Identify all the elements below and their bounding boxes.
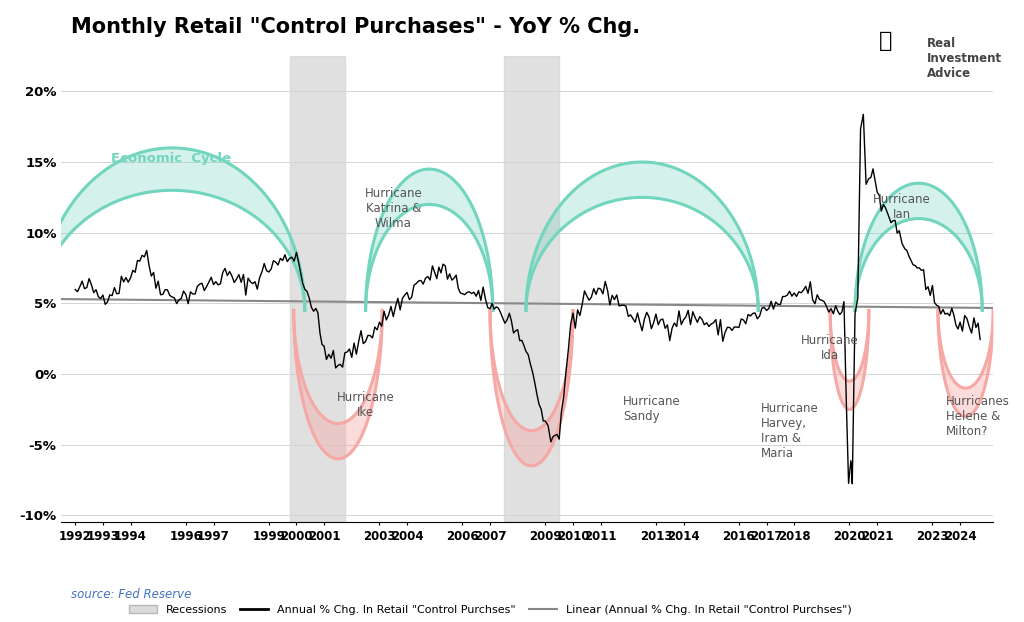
Bar: [290, 56, 345, 522]
Text: Hurricanes
Helene &
Milton?: Hurricanes Helene & Milton?: [946, 395, 1010, 439]
Text: Economic  Cycle: Economic Cycle: [112, 152, 231, 165]
Legend: Recessions, Annual % Chg. In Retail "Control Purchses", Linear (Annual % Chg. In: Recessions, Annual % Chg. In Retail "Con…: [125, 601, 856, 620]
Text: 🦅: 🦅: [879, 31, 893, 51]
Text: Hurricane
Katrina &
Wilma: Hurricane Katrina & Wilma: [365, 187, 422, 230]
Text: Hurricane
Ike: Hurricane Ike: [337, 391, 394, 419]
Text: Monthly Retail "Control Purchases" - YoY % Chg.: Monthly Retail "Control Purchases" - YoY…: [71, 17, 640, 37]
Text: source: Fed Reserve: source: Fed Reserve: [71, 588, 191, 601]
Text: Hurricane
Ida: Hurricane Ida: [801, 335, 859, 363]
Text: Hurricane
Sandy: Hurricane Sandy: [623, 395, 681, 423]
Text: Hurricane
Ian: Hurricane Ian: [873, 193, 931, 221]
Text: Hurricane
Harvey,
Iram &
Maria: Hurricane Harvey, Iram & Maria: [761, 402, 819, 460]
Text: Real
Investment
Advice: Real Investment Advice: [927, 37, 1001, 80]
Bar: [504, 56, 559, 522]
